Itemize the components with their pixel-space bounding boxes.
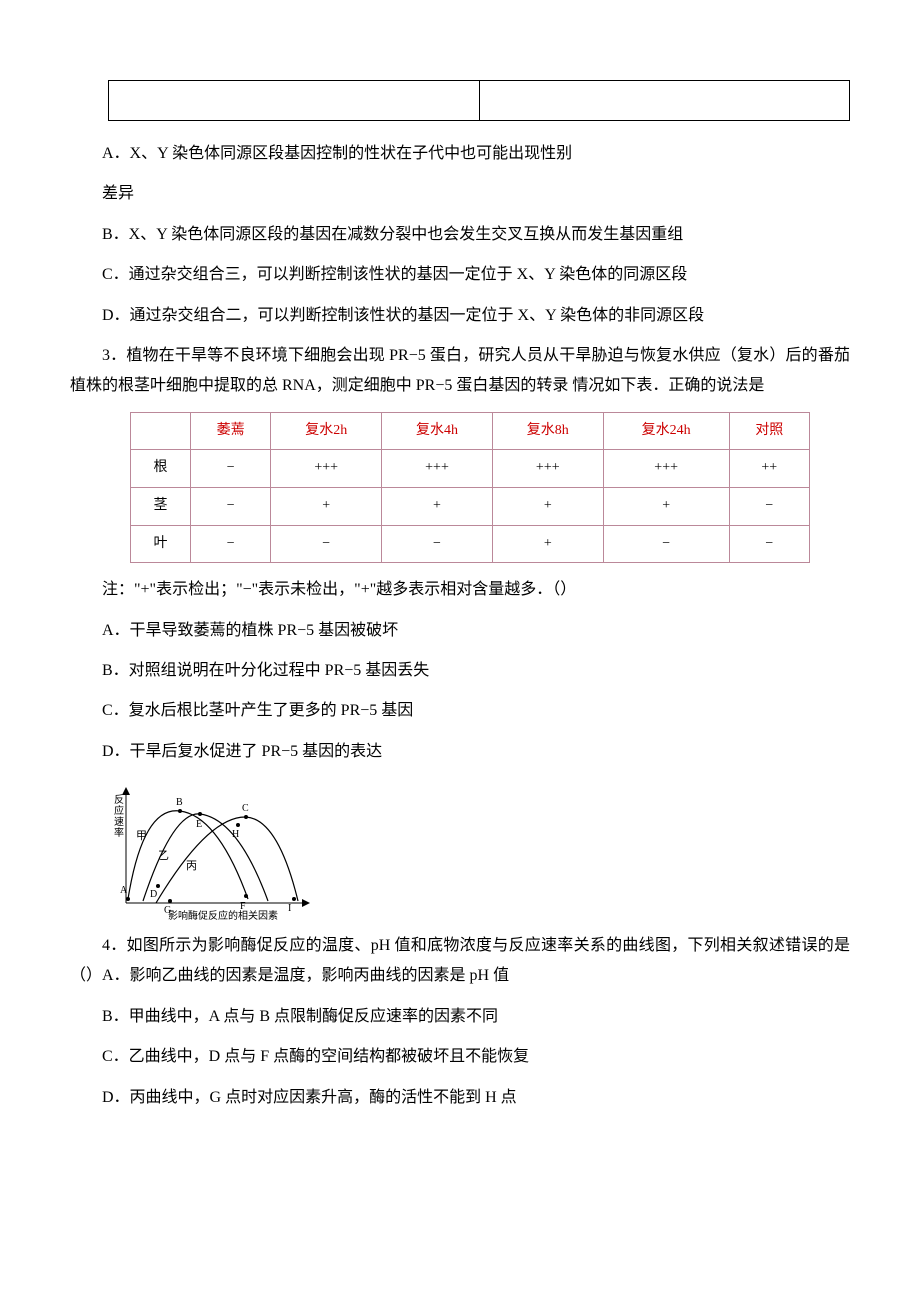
th-col: 复水8h (492, 412, 603, 450)
chart-xlabel: 影响酶促反应的相关因素 (168, 909, 278, 921)
q4-option-d: D．丙曲线中，G 点时对应因素升高，酶的活性不能到 H 点 (70, 1083, 850, 1113)
cell: +++ (271, 450, 382, 488)
curve-bing (156, 817, 298, 903)
q4-option-c: C．乙曲线中，D 点与 F 点酶的空间结构都被破坏且不能恢复 (70, 1042, 850, 1072)
q2-option-c: C．通过杂交组合三，可以判断控制该性状的基因一定位于 X、Y 染色体的同源区段 (70, 260, 850, 290)
cell: +++ (603, 450, 729, 488)
cell: − (603, 525, 729, 563)
row-head: 根 (131, 450, 191, 488)
svg-text:率: 率 (114, 826, 124, 839)
svg-text:乙: 乙 (158, 849, 169, 862)
prev-table-fragment (108, 80, 850, 121)
empty-cell (109, 81, 480, 121)
cell: +++ (382, 450, 493, 488)
q2-option-d: D．通过杂交组合二，可以判断控制该性状的基因一定位于 X、Y 染色体的非同源区段 (70, 301, 850, 331)
cell: + (382, 487, 493, 525)
cell: − (729, 525, 809, 563)
cell: − (191, 525, 271, 563)
cell: +++ (492, 450, 603, 488)
q4-option-b: B．甲曲线中，A 点与 B 点限制酶促反应速率的因素不同 (70, 1002, 850, 1032)
cell: − (382, 525, 493, 563)
q4-stem: 4．如图所示为影响酶促反应的温度、pH 值和底物浓度与反应速率关系的曲线图，下列… (70, 931, 850, 992)
q3-stem: 3．植物在干旱等不良环境下细胞会出现 PR−5 蛋白，研究人员从干旱胁迫与恢复水… (70, 341, 850, 402)
row-head: 茎 (131, 487, 191, 525)
q3-option-c: C．复水后根比茎叶产生了更多的 PR−5 基因 (70, 696, 850, 726)
cell: + (492, 487, 603, 525)
svg-text:E: E (196, 819, 202, 830)
th-blank (131, 412, 191, 450)
svg-text:H: H (232, 829, 239, 840)
cell: + (492, 525, 603, 563)
cell: − (191, 450, 271, 488)
th-col: 对照 (729, 412, 809, 450)
th-col: 复水24h (603, 412, 729, 450)
svg-text:A: A (120, 885, 128, 896)
q3-option-a: A．干旱导致萎蔫的植株 PR−5 基因被破坏 (70, 616, 850, 646)
svg-text:I: I (288, 903, 291, 914)
curve-jia (128, 811, 248, 899)
cell: ++ (729, 450, 809, 488)
q3-data-table: 萎蔫 复水2h 复水4h 复水8h 复水24h 对照 根 − +++ +++ +… (130, 412, 810, 563)
svg-text:丙: 丙 (186, 860, 197, 872)
svg-text:D: D (150, 889, 157, 900)
q4-chart-svg: 反 应 速 率 甲 乙 丙 A B C D E F G H I 影响酶促反应的相… (108, 781, 318, 921)
q3-note: 注："+"表示检出；"−"表示未检出，"+"越多表示相对含量越多．（） (70, 575, 850, 605)
th-col: 萎蔫 (191, 412, 271, 450)
cell: + (271, 487, 382, 525)
q2-option-b-full: B．X、Y 染色体同源区段的基因在减数分裂中也会发生交叉互换从而发生基因重组 (70, 220, 850, 250)
chart-ylabel: 反 (114, 794, 124, 806)
cell: − (191, 487, 271, 525)
table-header-row: 萎蔫 复水2h 复水4h 复水8h 复水24h 对照 (131, 412, 810, 450)
th-col: 复水4h (382, 412, 493, 450)
empty-cell (479, 81, 850, 121)
svg-text:速: 速 (114, 816, 124, 828)
table-row: 根 − +++ +++ +++ +++ ++ (131, 450, 810, 488)
table-row: 茎 − + + + + − (131, 487, 810, 525)
cell: − (729, 487, 809, 525)
svg-text:甲: 甲 (136, 830, 147, 842)
cell: − (271, 525, 382, 563)
q3-option-b: B．对照组说明在叶分化过程中 PR−5 基因丢失 (70, 656, 850, 686)
table-row: 叶 − − − + − − (131, 525, 810, 563)
q2-optb-text: B．X、Y 染色体同源区段的基因在减数分裂中也会发生交叉互换从而发生基因重组 (102, 226, 683, 243)
q4-chart: 反 应 速 率 甲 乙 丙 A B C D E F G H I 影响酶促反应的相… (108, 781, 318, 921)
svg-text:B: B (176, 797, 183, 808)
cell: + (603, 487, 729, 525)
svg-text:C: C (242, 803, 249, 814)
q2-option-a: A．X、Y 染色体同源区段基因控制的性状在子代中也可能出现性别 (70, 139, 850, 169)
q3-option-d: D．干旱后复水促进了 PR−5 基因的表达 (70, 737, 850, 767)
row-head: 叶 (131, 525, 191, 563)
th-col: 复水2h (271, 412, 382, 450)
q2-option-a-cont: 差异 (70, 179, 850, 209)
svg-text:应: 应 (114, 804, 124, 817)
